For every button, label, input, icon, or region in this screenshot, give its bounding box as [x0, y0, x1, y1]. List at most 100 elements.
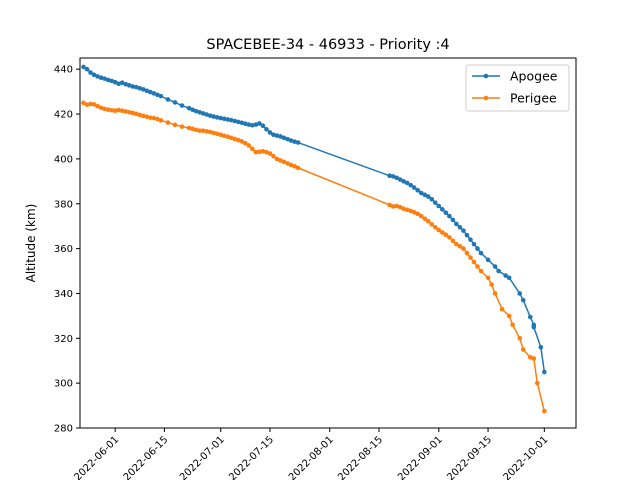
data-point-apogee [492, 264, 498, 269]
data-point-perigee [133, 111, 139, 117]
data-point-apogee [144, 88, 150, 94]
data-point-apogee [141, 87, 146, 92]
data-point-apogee [436, 203, 442, 209]
data-point-apogee [295, 140, 301, 145]
data-point-perigee [98, 105, 104, 111]
chart-title: SPACEBEE-34 - 46933 - Priority :4 [206, 37, 449, 53]
data-point-apogee [91, 72, 97, 78]
data-point-apogee [81, 64, 86, 70]
data-point-apogee [418, 190, 424, 196]
data-point-perigee [267, 151, 273, 156]
legend: Apogee Perigee [465, 64, 570, 112]
data-point-perigee [295, 165, 301, 171]
data-point-apogee [520, 297, 526, 303]
data-point-apogee [211, 114, 216, 119]
data-point-apogee [253, 122, 259, 127]
data-point-apogee [123, 81, 129, 87]
data-point-apogee [165, 97, 171, 102]
data-point-perigee [204, 129, 209, 134]
data-point-perigee [123, 109, 129, 114]
data-point-apogee [250, 122, 255, 128]
data-point-apogee [200, 111, 206, 116]
data-point-perigee [221, 133, 227, 139]
data-point-perigee [211, 130, 216, 136]
y-tick-label: 300 [54, 379, 73, 390]
data-point-apogee [151, 91, 157, 96]
y-tick-label: 280 [54, 424, 73, 435]
data-point-apogee [158, 93, 164, 99]
data-point-apogee [218, 115, 224, 121]
data-point-apogee [232, 118, 238, 124]
data-point-apogee [496, 268, 501, 274]
data-point-perigee [112, 108, 118, 113]
data-point-perigee [141, 113, 146, 119]
data-point-perigee [527, 355, 533, 360]
data-point-perigee [197, 128, 202, 133]
data-point-apogee [394, 175, 399, 181]
data-point-perigee [478, 268, 484, 274]
data-point-apogee [214, 115, 220, 120]
data-point-perigee [390, 204, 396, 209]
data-point-apogee [239, 120, 245, 126]
data-point-perigee [436, 227, 442, 233]
data-point-perigee [285, 161, 290, 166]
data-point-apogee [443, 210, 449, 216]
data-point-perigee [489, 282, 494, 287]
data-point-apogee [281, 135, 287, 141]
data-point-apogee [450, 217, 456, 223]
data-point-perigee [105, 107, 111, 112]
data-point-apogee [390, 174, 396, 179]
data-point-perigee [257, 149, 262, 155]
data-point-apogee [84, 66, 90, 72]
data-point-perigee [447, 235, 452, 240]
y-tick-label: 420 [54, 110, 73, 121]
data-point-apogee [148, 89, 153, 95]
data-point-perigee [271, 153, 276, 159]
data-point-apogee [260, 123, 266, 129]
data-point-perigee [264, 149, 269, 155]
data-point-perigee [109, 107, 114, 113]
data-point-apogee [447, 213, 452, 219]
data-point-apogee [457, 225, 463, 230]
data-point-perigee [292, 164, 297, 169]
data-point-perigee [454, 241, 459, 247]
data-point-perigee [119, 108, 125, 113]
data-point-apogee [137, 85, 143, 91]
y-tick-label: 400 [54, 154, 73, 165]
data-point-perigee [81, 100, 86, 106]
data-point-apogee [461, 228, 466, 233]
legend-marker-perigee [483, 95, 489, 101]
data-point-perigee [243, 140, 248, 146]
data-point-perigee [464, 250, 470, 256]
data-point-perigee [278, 158, 283, 163]
data-point-perigee [179, 124, 185, 129]
data-point-apogee [130, 84, 136, 89]
data-point-apogee [221, 116, 227, 122]
data-point-perigee [506, 313, 512, 319]
data-point-apogee [133, 84, 139, 90]
data-point-perigee [440, 230, 445, 235]
data-point-perigee [148, 115, 153, 120]
series-layer [81, 64, 547, 414]
y-axis-label: Altitude (km) [24, 204, 38, 283]
data-point-perigee [485, 275, 491, 281]
data-point-perigee [535, 380, 540, 386]
data-point-perigee [172, 122, 178, 128]
data-point-apogee [246, 122, 252, 127]
data-point-perigee [520, 347, 526, 352]
data-point-apogee [155, 92, 160, 98]
data-point-perigee [542, 408, 547, 414]
data-point-apogee [236, 119, 241, 125]
data-point-perigee [190, 126, 195, 132]
axes-frame [79, 57, 577, 429]
data-point-perigee [510, 322, 515, 328]
legend-label-apogee: Apogee [510, 69, 558, 84]
data-point-perigee [394, 203, 399, 209]
data-point-apogee [517, 291, 523, 296]
data-point-apogee [267, 130, 273, 135]
data-point-perigee [228, 135, 234, 141]
data-point-perigee [239, 139, 245, 144]
data-point-perigee [471, 259, 477, 265]
data-point-apogee [172, 100, 178, 105]
data-point-apogee [186, 105, 192, 111]
